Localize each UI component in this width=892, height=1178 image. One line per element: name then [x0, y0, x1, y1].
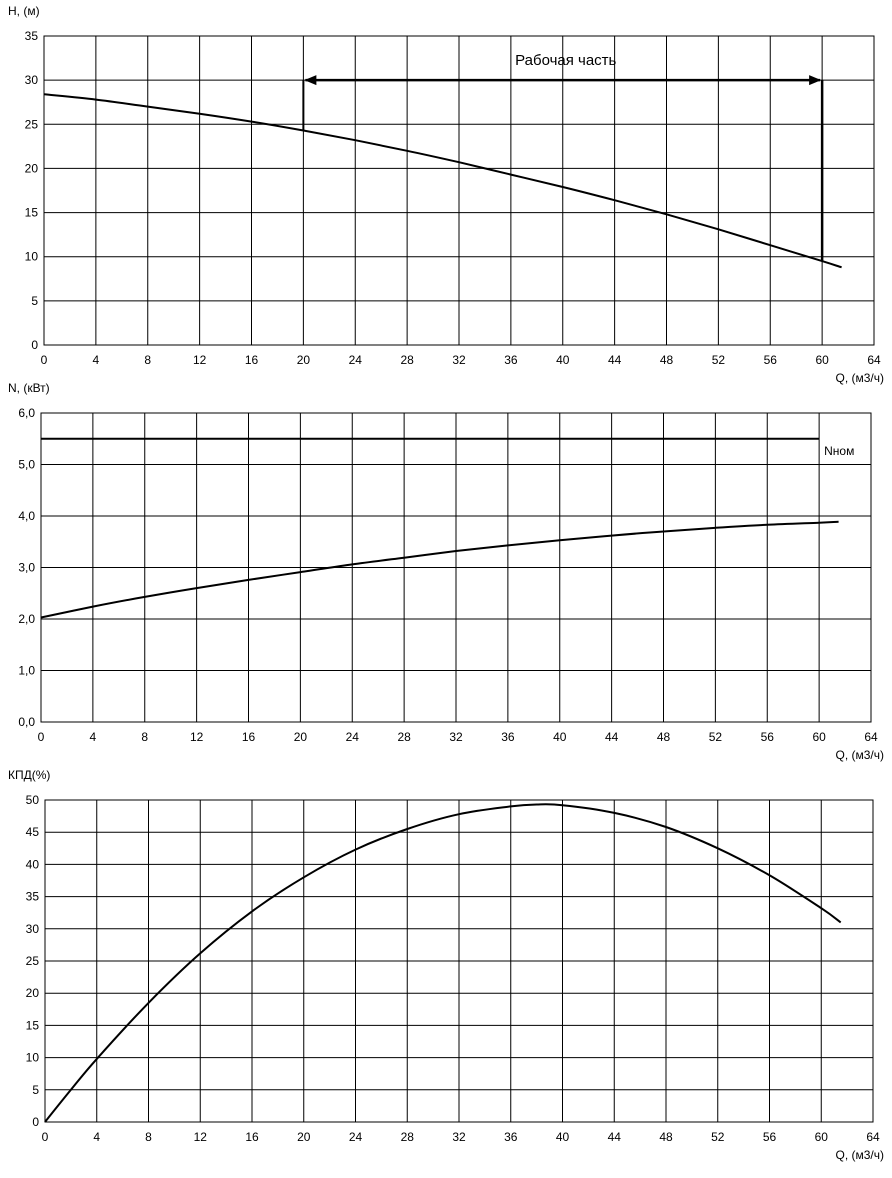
y-tick-label: 50: [26, 793, 40, 807]
x-tick-label: 44: [605, 730, 619, 744]
x-tick-label: 20: [294, 730, 308, 744]
x-tick-label: 32: [449, 730, 463, 744]
y-tick-label: 2,0: [18, 612, 35, 626]
y-tick-label: 5,0: [18, 458, 35, 472]
arrow-head-right: [809, 75, 822, 86]
x-tick-label: 52: [711, 1130, 725, 1144]
chart-3: 0 4 8 12 16 20 24 28 32 36 40 44 48 52 56 60 64051015202…: [8, 768, 884, 1162]
x-tick-label: 8: [141, 730, 148, 744]
x-tick-label: 48: [659, 1130, 673, 1144]
x-tick-label: 4: [93, 353, 100, 367]
x-tick-label: 40: [556, 1130, 570, 1144]
y-tick-label: 25: [25, 117, 39, 131]
x-axis-label: Q, (м3/ч): [835, 748, 884, 762]
x-tick-label: 44: [608, 1130, 622, 1144]
y-tick-label: 0,0: [18, 715, 35, 729]
y-tick-label: 10: [26, 1051, 40, 1065]
x-tick-label: 64: [864, 730, 878, 744]
x-axis-label: Q, (м3/ч): [835, 1148, 884, 1162]
x-tick-label: 36: [504, 1130, 518, 1144]
y-tick-label: 15: [26, 1018, 40, 1032]
y-tick-label: 20: [26, 986, 40, 1000]
x-tick-label: 56: [761, 730, 775, 744]
x-tick-label: 20: [297, 1130, 311, 1144]
y-tick-label: 1,0: [18, 664, 35, 678]
x-tick-label: 52: [712, 353, 726, 367]
y-tick-label: 35: [25, 29, 39, 43]
x-tick-label: 4: [90, 730, 97, 744]
x-tick-label: 64: [867, 353, 881, 367]
y-tick-label: 3,0: [18, 561, 35, 575]
x-tick-label: 56: [763, 1130, 777, 1144]
x-tick-label: 0: [41, 353, 48, 367]
x-tick-label: 0: [42, 1130, 49, 1144]
x-tick-label: 28: [401, 1130, 415, 1144]
x-tick-label: 12: [190, 730, 204, 744]
x-tick-label: 48: [657, 730, 671, 744]
x-tick-label: 24: [349, 353, 363, 367]
x-tick-label: 40: [556, 353, 570, 367]
x-tick-label: 64: [866, 1130, 880, 1144]
series-line-1: [44, 803, 842, 1123]
x-tick-label: 4: [93, 1130, 100, 1144]
x-tick-label: 36: [501, 730, 515, 744]
x-tick-label: 16: [245, 353, 259, 367]
x-tick-label: 16: [242, 730, 256, 744]
y-tick-label: 45: [26, 825, 40, 839]
series-line-1: [40, 520, 839, 619]
y-tick-label: 30: [26, 922, 40, 936]
x-tick-label: 24: [349, 1130, 363, 1144]
y-tick-label: 5: [32, 1083, 39, 1097]
x-tick-label: 12: [193, 353, 207, 367]
x-tick-label: 28: [397, 730, 411, 744]
y-axis-label: КПД(%): [8, 768, 50, 782]
y-tick-label: 30: [25, 73, 39, 87]
y-tick-label: 4,0: [18, 509, 35, 523]
y-tick-label: 6,0: [18, 406, 35, 420]
series-label: Nном: [824, 444, 854, 458]
y-tick-label: 40: [26, 857, 40, 871]
y-tick-label: 0: [32, 1115, 39, 1129]
x-tick-label: 60: [812, 730, 826, 744]
x-tick-label: 44: [608, 353, 622, 367]
annotation-label: Рабочая часть: [515, 52, 616, 69]
x-tick-label: 52: [709, 730, 723, 744]
x-tick-label: 12: [194, 1130, 208, 1144]
chart-1: 0 4 8 12 16 20 24 28 32 36 40 44 48 52 56 60 64051015202…: [8, 4, 884, 385]
x-tick-label: 0: [38, 730, 45, 744]
y-axis-label: H, (м): [8, 4, 40, 18]
x-tick-label: 8: [144, 353, 151, 367]
y-tick-label: 25: [26, 954, 40, 968]
arrow-head-left: [304, 75, 317, 86]
x-tick-label: 16: [245, 1130, 259, 1144]
y-tick-label: 15: [25, 206, 39, 220]
x-tick-label: 36: [504, 353, 518, 367]
y-tick-label: 10: [25, 250, 39, 264]
x-tick-label: 40: [553, 730, 567, 744]
x-tick-label: 28: [400, 353, 414, 367]
y-tick-label: 5: [31, 294, 38, 308]
y-tick-label: 0: [31, 338, 38, 352]
x-tick-label: 32: [452, 1130, 466, 1144]
y-tick-label: 20: [25, 161, 39, 175]
x-tick-label: 60: [815, 353, 829, 367]
x-tick-label: 56: [764, 353, 778, 367]
chart-2: 0 4 8 12 16 20 24 28 32 36 40 44 48 52 56 60 640,01,02,0…: [8, 381, 884, 762]
x-tick-label: 32: [452, 353, 466, 367]
x-tick-label: 60: [815, 1130, 829, 1144]
x-tick-label: 8: [145, 1130, 152, 1144]
y-tick-label: 35: [26, 890, 40, 904]
x-tick-label: 20: [297, 353, 311, 367]
y-axis-label: N, (кВт): [8, 381, 50, 395]
series-line-1: [43, 93, 842, 269]
x-axis-label: Q, (м3/ч): [835, 371, 884, 385]
x-tick-label: 48: [660, 353, 674, 367]
x-tick-label: 24: [346, 730, 360, 744]
